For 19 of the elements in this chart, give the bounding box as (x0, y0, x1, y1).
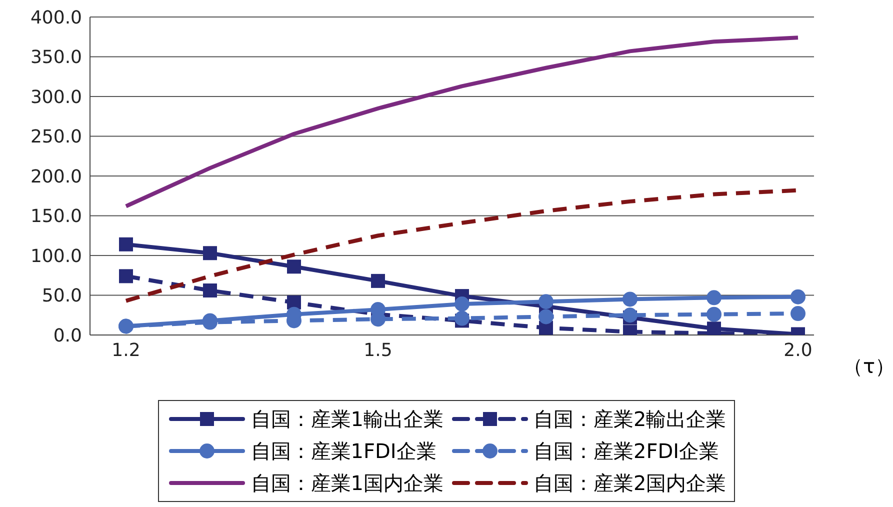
legend-label: 自国：産業1国内企業 (250, 470, 444, 496)
x-tick-label: 1.2 (112, 340, 140, 361)
y-tick-label: 0.0 (53, 325, 82, 346)
legend-label: 自国：産業1FDI企業 (250, 438, 436, 464)
y-tick-label: 100.0 (30, 246, 82, 267)
legend-label: 自国：産業1輸出企業 (250, 406, 444, 432)
y-tick-label: 200.0 (30, 166, 82, 188)
legend-label: 自国：産業2国内企業 (534, 470, 726, 496)
y-tick-label: 250.0 (30, 126, 82, 148)
x-tick-label: 2.0 (784, 340, 812, 361)
y-tick-label: 350.0 (30, 47, 82, 68)
y-tick-label: 150.0 (30, 206, 82, 228)
x-axis-title: （τ） (843, 353, 893, 380)
x-tick-label: 1.5 (364, 340, 392, 361)
y-tick-label: 400.0 (30, 7, 82, 28)
legend-label: 自国：産業2輸出企業 (534, 406, 726, 432)
y-tick-label: 50.0 (42, 286, 82, 307)
y-tick-label: 300.0 (30, 86, 82, 108)
legend-label: 自国：産業2FDI企業 (534, 438, 720, 464)
